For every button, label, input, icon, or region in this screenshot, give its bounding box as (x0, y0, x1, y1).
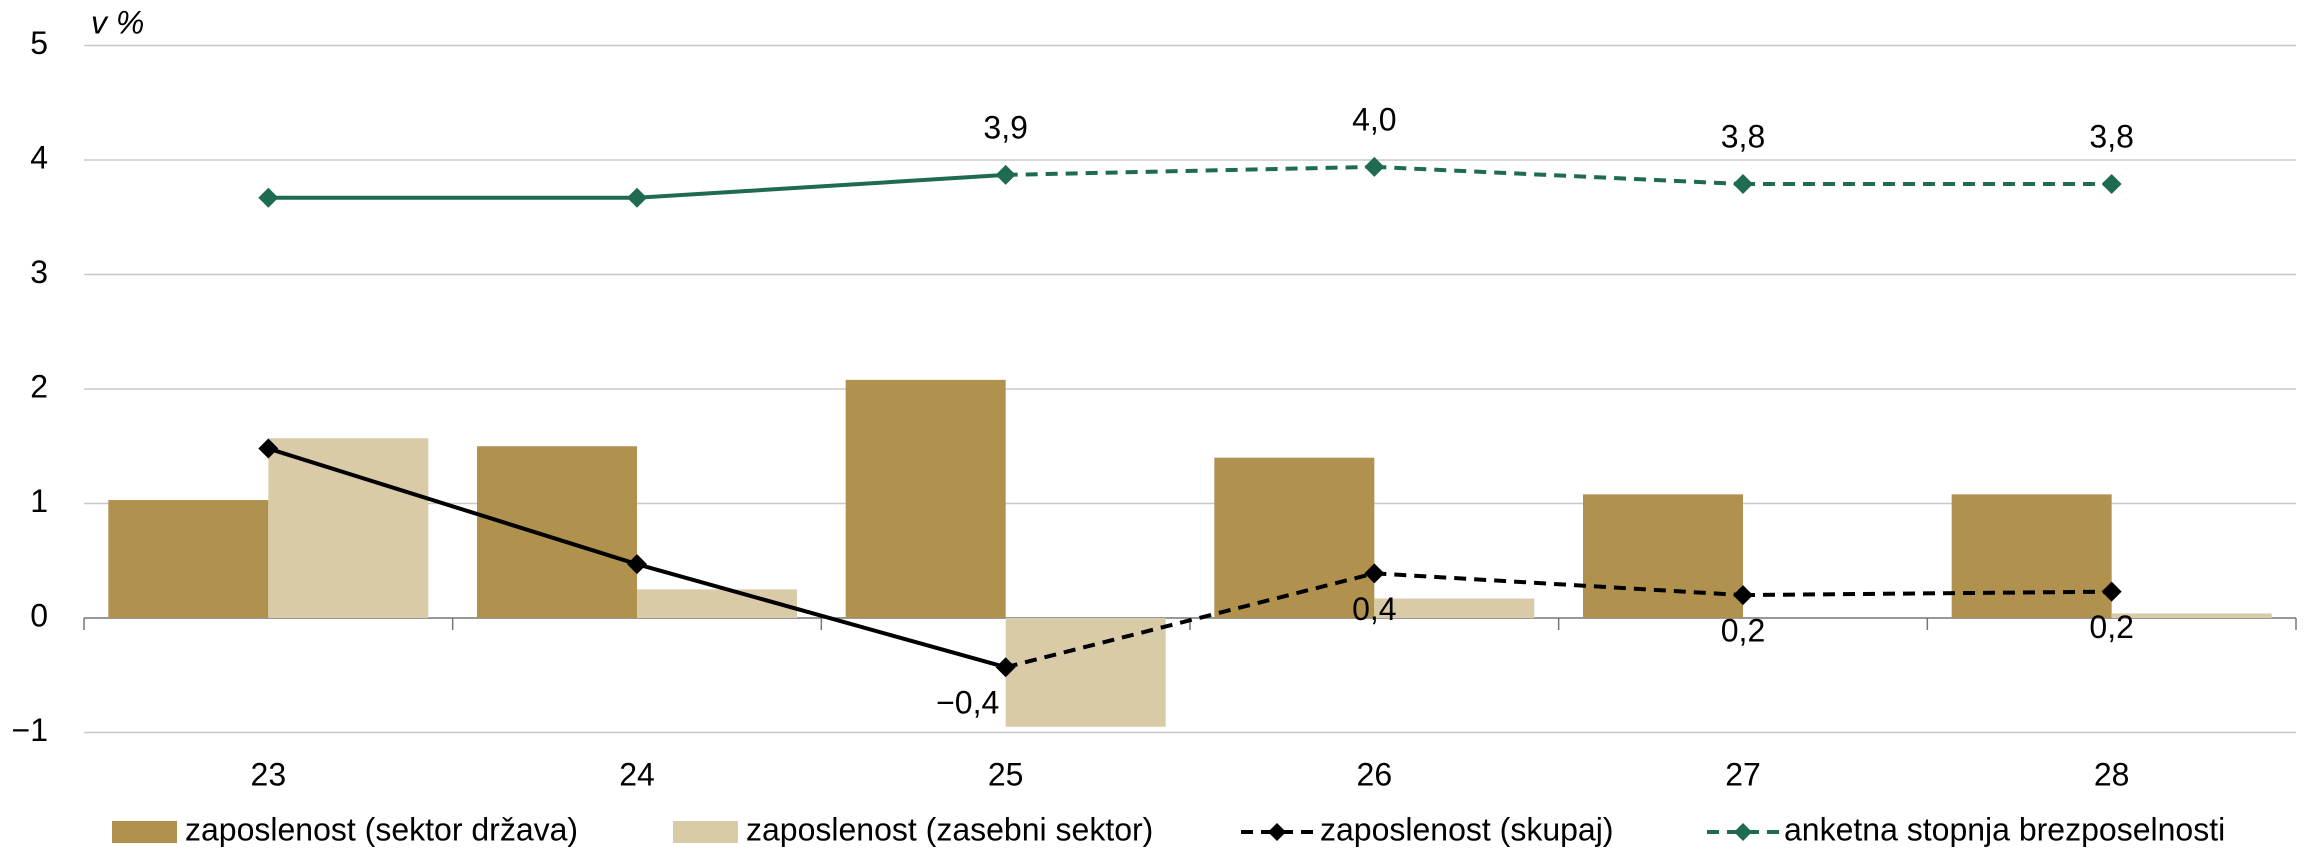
bar (1214, 457, 1375, 618)
x-tick-label: 27 (1725, 756, 1761, 792)
line-marker (2101, 581, 2122, 602)
line-segment (636, 562, 1007, 670)
legend-swatch (673, 821, 738, 843)
legend-label: zaposlenost (zasebni sektor) (746, 811, 1153, 847)
legend-swatch (112, 821, 177, 843)
line-segment (1374, 571, 1744, 598)
line-segment (1005, 571, 1375, 670)
y-tick-label: 5 (30, 25, 48, 61)
legend-marker (1734, 823, 1752, 841)
bar (268, 438, 429, 618)
legend-label: zaposlenost (skupaj) (1320, 811, 1613, 847)
data-label: 3,9 (983, 109, 1027, 145)
bar (637, 589, 797, 618)
x-tick-label: 24 (619, 756, 655, 792)
data-label: 3,8 (2089, 118, 2133, 154)
line-marker (1733, 174, 1753, 195)
line-segment (1742, 589, 2112, 598)
bar (108, 500, 269, 618)
bar (1951, 494, 2112, 618)
x-tick-label: 26 (1357, 756, 1393, 792)
line-marker (1364, 563, 1385, 584)
line-marker (258, 438, 279, 459)
line-segment (1374, 164, 1744, 187)
y-tick-label: 0 (30, 597, 48, 633)
bar (845, 379, 1006, 618)
data-label: 3,8 (1721, 118, 1765, 154)
line-marker (1733, 585, 1753, 606)
y-tick-label: 4 (30, 139, 48, 175)
y-tick-label: 1 (30, 483, 48, 519)
x-tick-label: 25 (988, 756, 1024, 792)
y-tick-label: −1 (12, 712, 48, 748)
data-label: 0,2 (2089, 609, 2133, 645)
line-marker (995, 657, 1016, 678)
line-segment (1005, 164, 1375, 177)
legend-label: zaposlenost (sektor država) (185, 811, 578, 847)
legend-marker (1268, 823, 1286, 841)
bar (1374, 598, 1535, 618)
line-marker (1364, 156, 1385, 177)
line-marker (627, 554, 647, 575)
y-tick-label: 2 (30, 368, 48, 404)
data-label: 0,2 (1721, 613, 1765, 649)
data-label: −0,4 (936, 685, 999, 721)
y-axis-label: v % (91, 4, 144, 40)
y-tick-label: 3 (30, 254, 48, 290)
x-tick-label: 28 (2094, 756, 2130, 792)
line-marker (258, 187, 279, 208)
line-marker (995, 164, 1016, 185)
bar (1583, 494, 1743, 618)
data-label: 0,4 (1352, 591, 1396, 627)
data-label: 4,0 (1352, 101, 1396, 137)
line-segment (636, 172, 1006, 200)
line-segment (267, 446, 638, 567)
legend-label: anketna stopnja brezposelnosti (1784, 811, 2225, 847)
line-marker (627, 187, 647, 208)
bar (477, 446, 637, 618)
line-marker (2101, 174, 2122, 195)
bar (1005, 618, 1166, 727)
bar (2111, 613, 2272, 618)
x-tick-label: 23 (251, 756, 287, 792)
